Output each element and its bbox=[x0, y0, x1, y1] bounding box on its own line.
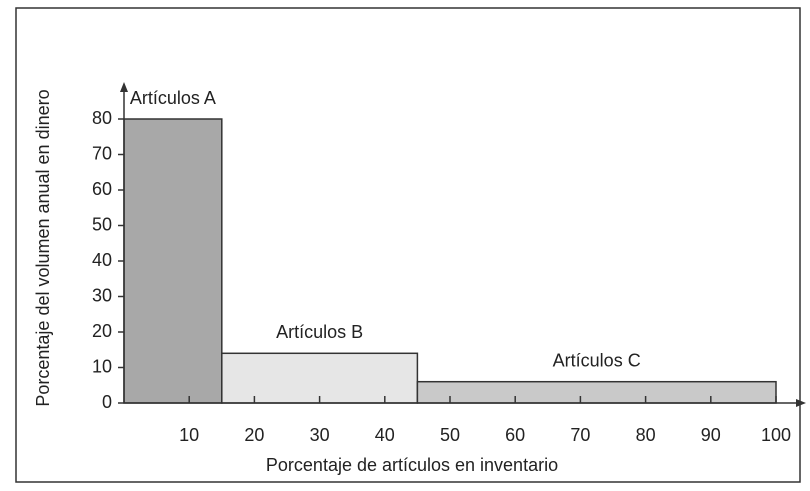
x-tick-label: 40 bbox=[375, 425, 395, 445]
x-axis-label: Porcentaje de artículos en inventario bbox=[266, 455, 558, 475]
y-tick-label: 10 bbox=[92, 356, 112, 376]
x-tick-label: 90 bbox=[701, 425, 721, 445]
y-tick-label: 60 bbox=[92, 179, 112, 199]
x-axis-arrow bbox=[796, 399, 806, 407]
y-axis-arrow bbox=[120, 82, 128, 92]
y-axis-label: Porcentaje del volumen anual en dinero bbox=[33, 89, 53, 406]
x-tick-label: 20 bbox=[244, 425, 264, 445]
y-tick-label: 30 bbox=[92, 285, 112, 305]
x-tick-label: 70 bbox=[570, 425, 590, 445]
x-tick-label: 10 bbox=[179, 425, 199, 445]
y-tick-label: 80 bbox=[92, 108, 112, 128]
bar-label: Artículos B bbox=[276, 322, 363, 342]
x-tick-label: 80 bbox=[636, 425, 656, 445]
x-tick-label: 100 bbox=[761, 425, 791, 445]
x-tick-label: 50 bbox=[440, 425, 460, 445]
x-tick-label: 60 bbox=[505, 425, 525, 445]
y-tick-label: 50 bbox=[92, 214, 112, 234]
x-tick-label: 30 bbox=[310, 425, 330, 445]
bar-label: Artículos C bbox=[553, 350, 641, 370]
y-tick-label: 20 bbox=[92, 321, 112, 341]
y-tick-label: 70 bbox=[92, 143, 112, 163]
y-tick-label: 40 bbox=[92, 250, 112, 270]
bar-label: Artículos A bbox=[130, 88, 216, 108]
bar bbox=[123, 118, 223, 404]
bar bbox=[221, 352, 419, 404]
y-tick-label: 0 bbox=[102, 392, 112, 412]
bar bbox=[416, 380, 777, 404]
